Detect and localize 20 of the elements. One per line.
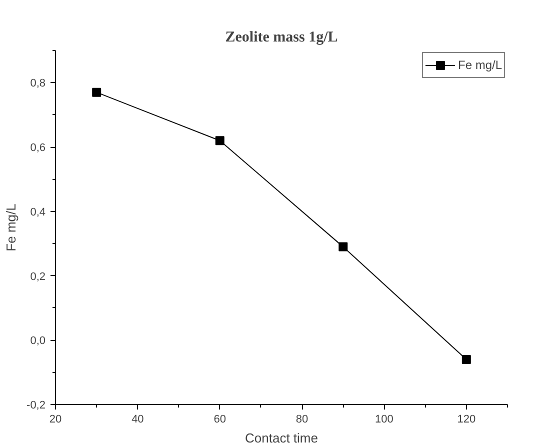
- x-tick-label: 120: [457, 414, 476, 426]
- y-tick-label: -0,2: [26, 400, 46, 412]
- point: [92, 88, 102, 97]
- x-tick-label: 60: [214, 414, 226, 426]
- x-axis-title: Contact time: [245, 430, 318, 446]
- y-tick-label: 0,2: [30, 270, 46, 283]
- x-tick-label: 40: [132, 414, 144, 426]
- y-tick-label: 0,0: [30, 335, 46, 348]
- y-axis-title: Fe mg/L: [4, 204, 19, 252]
- x-tick-label: 100: [375, 414, 394, 426]
- chart-title: Zeolite mass 1g/L: [225, 30, 338, 46]
- y-tick-label: 0,6: [30, 142, 46, 154]
- y-tick-label: 0,4: [30, 206, 46, 218]
- point: [462, 354, 471, 364]
- legend-label: Fe mg/L: [458, 58, 502, 72]
- x-tick-label: 80: [296, 414, 308, 426]
- point: [338, 242, 348, 252]
- y-tick-label: 0,8: [30, 78, 46, 90]
- x-tick-label: 20: [49, 414, 62, 426]
- point: [215, 136, 224, 146]
